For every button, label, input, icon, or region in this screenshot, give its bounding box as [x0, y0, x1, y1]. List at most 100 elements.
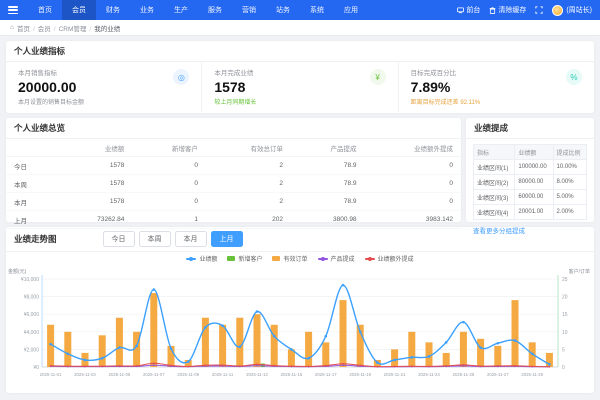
- kpi-texts: 本月完成业绩1578较上月同期增长: [214, 67, 256, 107]
- legend-item-业绩额外提成[interactable]: 业绩额外提成: [365, 254, 414, 263]
- x-axis-tick: 2025-11-25: [453, 372, 475, 377]
- data-point: [170, 347, 173, 350]
- x-axis-tick: 2025-11-13: [246, 372, 268, 377]
- clear-cache-button[interactable]: 清除缓存: [489, 5, 526, 15]
- nav-item-生产[interactable]: 生产: [164, 0, 198, 20]
- left-axis-tick: ¥10,000: [21, 277, 39, 283]
- cell-value: 73262.84: [57, 211, 133, 229]
- frontend-link[interactable]: 前台: [457, 5, 480, 15]
- nav-item-系统[interactable]: 系统: [300, 0, 334, 20]
- table-row: 业绩区间(3)60000.005.00%: [474, 190, 587, 205]
- nav-item-会员[interactable]: 会员: [62, 0, 96, 20]
- cell-value: 60000.00: [515, 190, 553, 205]
- data-point: [256, 364, 258, 366]
- x-axis-tick: 2025-11-17: [315, 372, 337, 377]
- overview-col-header: 业绩额: [57, 139, 133, 157]
- legend-item-产品提成[interactable]: 产品提成: [318, 254, 355, 263]
- cell-value: 1578: [57, 175, 133, 193]
- legend-line-icon: [365, 258, 375, 260]
- cell-value: 业绩区间(3): [474, 190, 515, 205]
- data-point: [497, 365, 499, 367]
- fullscreen-icon[interactable]: [535, 6, 543, 14]
- x-axis-tick: 2025-11-27: [487, 372, 509, 377]
- kpi-value: 1578: [214, 79, 256, 95]
- nav-item-服务[interactable]: 服务: [198, 0, 232, 20]
- legend-label: 产品提成: [331, 254, 355, 263]
- order-bar: [219, 325, 226, 367]
- data-point: [84, 365, 86, 367]
- order-bar: [494, 346, 501, 367]
- cell-value: 10.00%: [553, 160, 586, 175]
- menu-toggle-icon[interactable]: [8, 6, 18, 14]
- data-point: [462, 321, 465, 324]
- data-point: [187, 360, 190, 363]
- kpi-label: 目标完成百分比: [411, 67, 481, 77]
- data-point: [205, 364, 207, 366]
- kpi-texts: 本月销售指标20000.00本月设置的销售目标金额: [18, 67, 84, 107]
- breadcrumb-item-3[interactable]: CRM管理: [59, 26, 87, 33]
- data-point: [411, 365, 413, 367]
- order-bar: [150, 293, 157, 367]
- nav-item-站务[interactable]: 站务: [266, 0, 300, 20]
- nav-item-财务[interactable]: 财务: [96, 0, 130, 20]
- legend-line-icon: [318, 258, 328, 260]
- row-label: 本月: [6, 193, 57, 211]
- tab-本周[interactable]: 本周: [139, 231, 171, 247]
- tab-本月[interactable]: 本月: [175, 231, 207, 247]
- nav-item-营销[interactable]: 营销: [232, 0, 266, 20]
- trend-chart: ¥0¥2,000¥4,000¥6,000¥8,000¥10,0000510152…: [6, 265, 592, 393]
- breadcrumb-item-2[interactable]: 会员: [38, 26, 51, 33]
- nav-item-业务[interactable]: 业务: [130, 0, 164, 20]
- table-row: 业绩区间(2)80000.008.00%: [474, 175, 587, 190]
- order-bar: [477, 339, 484, 367]
- cell-value: 0: [132, 193, 206, 211]
- legend-item-有效订单[interactable]: 有效订单: [272, 254, 307, 263]
- data-point: [256, 310, 259, 313]
- breadcrumb: ⌂ 首页/会员/CRM管理/我的业绩: [0, 20, 600, 36]
- left-axis-tick: ¥6,000: [24, 312, 40, 318]
- cell-value: 8.00%: [553, 175, 586, 190]
- overview-card: 个人业绩总览 业绩额新增客户有效总订单产品提成业绩额外提成 今日15780278…: [6, 118, 461, 222]
- order-bar: [99, 335, 106, 367]
- data-point: [428, 355, 431, 358]
- legend-item-业绩额[interactable]: 业绩额: [186, 254, 217, 263]
- data-point: [531, 353, 534, 356]
- order-bar: [460, 332, 467, 367]
- legend-item-新增客户[interactable]: 新增客户: [227, 254, 262, 263]
- nav-item-首页[interactable]: 首页: [28, 0, 62, 20]
- data-point: [49, 343, 52, 346]
- view-more-link[interactable]: 查看更多分组提成: [473, 225, 525, 235]
- frontend-label: 前台: [466, 5, 480, 15]
- data-point: [222, 364, 224, 366]
- data-point: [50, 365, 52, 367]
- order-bar: [271, 325, 278, 367]
- data-point: [549, 366, 551, 368]
- cell-value: 0: [132, 157, 206, 175]
- data-point: [342, 363, 344, 365]
- cell-value: 业绩区间(2): [474, 175, 515, 190]
- sales-icon: ¥: [370, 69, 386, 85]
- breadcrumb-item-1[interactable]: 首页: [17, 26, 30, 33]
- commission-title: 业绩提成: [474, 122, 508, 134]
- tab-上月[interactable]: 上月: [211, 231, 243, 247]
- left-axis-tick: ¥0: [33, 365, 39, 371]
- nav-item-应用[interactable]: 应用: [334, 0, 368, 20]
- kpi-subtext: 较上月同期增长: [214, 97, 256, 106]
- kpi-subtext: 本月设置的销售目标金额: [18, 97, 84, 106]
- data-point: [359, 331, 362, 334]
- data-point: [67, 365, 69, 367]
- user-menu[interactable]: (周站长): [552, 5, 592, 16]
- breadcrumb-item-4[interactable]: 我的业绩: [94, 26, 120, 33]
- data-point: [307, 357, 310, 360]
- data-point: [497, 342, 500, 345]
- tab-今日[interactable]: 今日: [103, 231, 135, 247]
- data-point: [514, 339, 517, 342]
- overview-title: 个人业绩总览: [14, 122, 65, 134]
- breadcrumb-separator: /: [89, 26, 91, 33]
- main-menu: 首页会员财务业务生产服务营销站务系统应用: [28, 0, 368, 20]
- data-point: [394, 366, 396, 368]
- order-bar: [305, 332, 312, 367]
- data-point: [239, 345, 242, 348]
- navbar-right: 前台 清除缓存 (周站长): [457, 5, 592, 16]
- kpi-value: 7.89%: [411, 79, 481, 95]
